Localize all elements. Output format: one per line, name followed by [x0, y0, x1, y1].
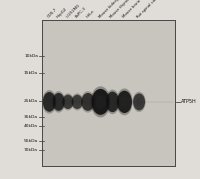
Ellipse shape	[109, 97, 116, 107]
Ellipse shape	[62, 95, 73, 109]
Ellipse shape	[74, 98, 81, 105]
Ellipse shape	[95, 95, 106, 108]
Text: 35kDa: 35kDa	[24, 115, 38, 119]
Ellipse shape	[116, 88, 133, 115]
Ellipse shape	[132, 92, 146, 112]
Bar	[42, 20, 175, 166]
Text: Mouse thymus: Mouse thymus	[110, 0, 133, 19]
Ellipse shape	[135, 98, 143, 106]
Text: U-251MG: U-251MG	[65, 3, 81, 19]
Text: 70kDa: 70kDa	[24, 148, 38, 152]
Ellipse shape	[105, 90, 120, 114]
Ellipse shape	[106, 92, 119, 112]
Ellipse shape	[81, 93, 94, 111]
Ellipse shape	[71, 93, 83, 110]
Text: Mouse kidney: Mouse kidney	[98, 0, 120, 19]
Ellipse shape	[65, 98, 71, 105]
Text: 55kDa: 55kDa	[24, 139, 38, 143]
Ellipse shape	[52, 91, 65, 113]
Text: BxPC-3: BxPC-3	[74, 6, 87, 19]
Ellipse shape	[62, 93, 74, 110]
Ellipse shape	[42, 90, 56, 114]
Ellipse shape	[91, 86, 110, 117]
Ellipse shape	[92, 89, 110, 115]
Ellipse shape	[133, 93, 145, 110]
Ellipse shape	[53, 93, 65, 111]
Text: Mouse brain: Mouse brain	[122, 0, 142, 19]
Ellipse shape	[45, 97, 53, 107]
Text: HeLa: HeLa	[85, 9, 95, 19]
Text: 40kDa: 40kDa	[24, 124, 38, 128]
Ellipse shape	[81, 91, 95, 113]
Ellipse shape	[117, 91, 132, 113]
Ellipse shape	[84, 97, 92, 106]
Ellipse shape	[72, 95, 83, 109]
Text: Rat spinal cord: Rat spinal cord	[136, 0, 160, 19]
Ellipse shape	[55, 97, 62, 106]
Text: HepG2: HepG2	[56, 6, 68, 19]
Text: 15kDa: 15kDa	[24, 71, 38, 75]
Text: 25kDa: 25kDa	[24, 99, 38, 103]
Ellipse shape	[43, 92, 56, 112]
Text: 10kDa: 10kDa	[24, 54, 38, 58]
Ellipse shape	[120, 96, 129, 107]
Text: ATP5H: ATP5H	[181, 99, 196, 104]
Text: COS-7: COS-7	[46, 7, 58, 19]
